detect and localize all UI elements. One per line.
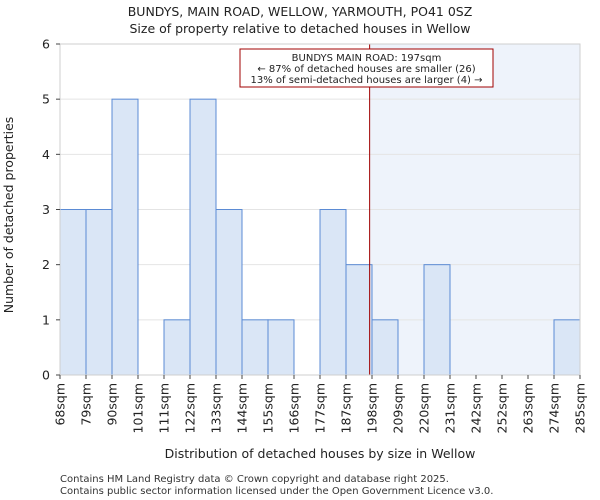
x-tick-label: 68sqm [53,383,68,426]
x-tick-label: 285sqm [573,383,588,433]
x-tick-label: 90sqm [105,383,120,426]
y-tick-label: 1 [42,312,50,327]
x-tick-label: 155sqm [261,383,276,433]
bar [241,319,269,376]
y-tick-label: 5 [42,92,50,107]
bar [345,264,373,376]
x-tick-label: 122sqm [183,383,198,433]
x-tick-label: 242sqm [469,383,484,433]
x-tick-label: 263sqm [521,383,536,433]
bar [267,319,295,376]
x-tick-label: 209sqm [391,383,406,433]
x-tick-label: 166sqm [287,383,302,433]
y-tick-label: 0 [42,368,50,383]
bar [59,209,87,376]
bars-group [59,98,581,376]
x-tick-label: 177sqm [313,383,328,433]
bar [423,264,451,376]
chart-subtitle: Size of property relative to detached ho… [129,21,470,36]
bar [111,98,139,376]
y-axis-label: Number of detached properties [1,117,16,314]
bar [215,209,243,376]
footer-line-1: Contains HM Land Registry data © Crown c… [60,474,449,485]
x-tick-label: 274sqm [547,383,562,433]
chart-title: BUNDYS, MAIN ROAD, WELLOW, YARMOUTH, PO4… [128,4,473,19]
annotation-line-2: ← 87% of detached houses are smaller (26… [257,64,475,75]
x-tick-label: 187sqm [339,383,354,433]
bar [553,319,581,376]
x-tick-label: 133sqm [209,383,224,433]
x-tick-label: 252sqm [495,383,510,433]
x-tick-label: 79sqm [79,383,94,426]
x-tick-label: 231sqm [443,383,458,433]
annotation-line-1: BUNDYS MAIN ROAD: 197sqm [292,53,442,64]
x-axis-ticks: 68sqm 79sqm 90sqm 101sqm 111sqm 122sqm 133sqm 1… [53,375,588,433]
bar [163,319,191,376]
x-tick-label: 198sqm [365,383,380,433]
y-tick-label: 6 [42,37,50,52]
bar [319,209,347,376]
y-axis-ticks: 0 1 2 3 4 5 6 [42,37,60,383]
x-tick-label: 101sqm [131,383,146,433]
bar [85,209,113,376]
y-tick-label: 3 [42,202,50,217]
x-axis-label: Distribution of detached houses by size … [165,446,476,461]
annotation-line-3: 13% of semi-detached houses are larger (… [250,75,482,86]
footer-line-2: Contains public sector information licen… [60,486,493,497]
y-tick-label: 2 [42,257,50,272]
y-tick-label: 4 [42,147,50,162]
x-tick-label: 220sqm [417,383,432,433]
bar [189,98,217,376]
bar [371,319,399,376]
x-tick-label: 144sqm [235,383,250,433]
annotation-box: BUNDYS MAIN ROAD: 197sqm ← 87% of detach… [239,48,494,88]
x-tick-label: 111sqm [157,383,172,433]
